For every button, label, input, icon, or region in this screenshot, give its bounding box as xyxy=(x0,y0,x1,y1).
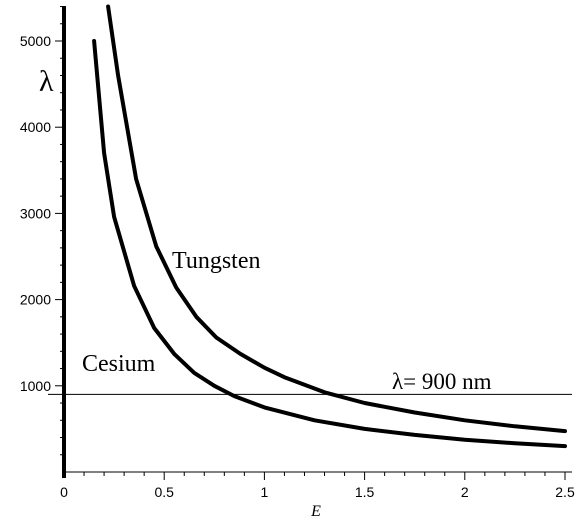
series-line-tungsten xyxy=(106,4,567,434)
series-label-tungsten: Tungsten xyxy=(172,248,260,274)
x-tick-label: 2.5 xyxy=(555,484,575,500)
labels: 1000 2000 3000 4000 5000 0 0.5 1 1.5 2 2.5 Eλ Cesium… xyxy=(20,33,575,520)
y-axis-label: λ xyxy=(39,65,54,98)
axes xyxy=(55,6,572,480)
x-tick-label: 1 xyxy=(261,484,269,500)
series-line-cesium xyxy=(92,39,567,449)
y-tick-label: 1000 xyxy=(20,378,51,394)
x-tick-label: 0 xyxy=(60,484,68,500)
plot-area xyxy=(48,4,572,449)
x-axis-label: E xyxy=(310,503,321,520)
reference-line-label: λ= 900 nm xyxy=(392,369,492,394)
x-tick-label: 0.5 xyxy=(154,484,174,500)
y-tick-label: 2000 xyxy=(20,292,51,308)
y-tick-label: 3000 xyxy=(20,205,51,221)
x-tick-label: 2 xyxy=(461,484,469,500)
series-label-cesium: Cesium xyxy=(82,351,156,377)
x-tick-label: 1.5 xyxy=(355,484,375,500)
y-tick-label: 4000 xyxy=(20,119,51,135)
y-tick-label: 5000 xyxy=(20,33,51,49)
